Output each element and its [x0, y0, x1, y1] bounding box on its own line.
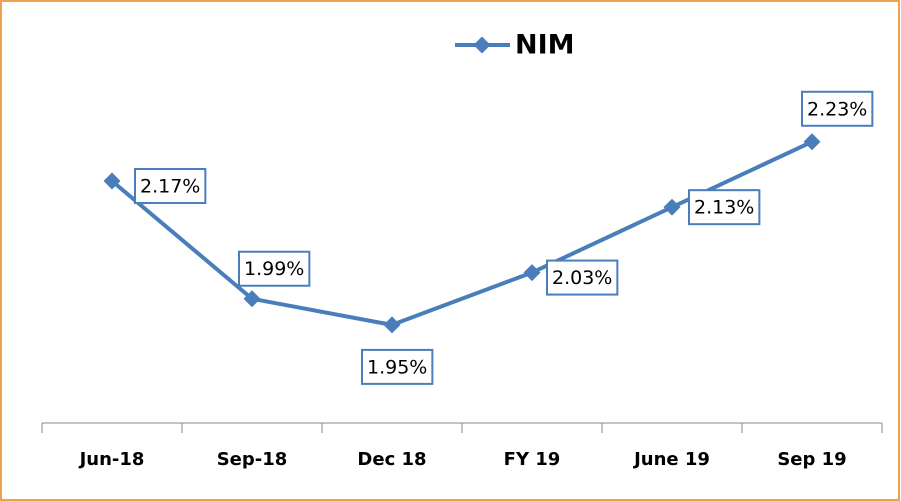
point-marker: [103, 172, 121, 190]
data-label-box: [134, 168, 207, 205]
data-label-box: [238, 250, 311, 287]
x-tick-label: Jun-18: [78, 449, 145, 470]
data-label-box: [688, 189, 761, 226]
data-label-text: 2.17%: [140, 176, 200, 198]
data-label: 1.99%: [238, 250, 311, 287]
data-label: 2.13%: [688, 189, 761, 226]
point-marker: [243, 290, 261, 308]
point-marker: [523, 264, 541, 282]
data-label: 2.03%: [546, 259, 619, 296]
legend-label: NIM: [515, 30, 575, 61]
point-marker: [803, 133, 821, 151]
data-label-box: [546, 259, 619, 296]
data-label-text: 2.03%: [552, 267, 612, 289]
data-label: 1.95%: [361, 348, 434, 385]
data-label-text: 2.23%: [807, 98, 867, 120]
x-tick-label: Sep 19: [777, 449, 846, 470]
data-label-box: [801, 90, 874, 127]
data-label-box: [361, 348, 434, 385]
data-label-text: 2.13%: [694, 197, 754, 219]
data-label-text: 1.99%: [244, 258, 304, 280]
point-marker: [663, 198, 681, 216]
data-label: 2.17%: [134, 168, 207, 205]
data-label-text: 1.95%: [367, 356, 427, 378]
x-tick-label: June 19: [632, 449, 710, 470]
x-tick-label: Dec 18: [357, 449, 426, 470]
x-tick-label: Sep-18: [217, 449, 288, 470]
x-tick-label: FY 19: [504, 449, 561, 470]
data-label: 2.23%: [801, 90, 874, 127]
point-marker: [383, 316, 401, 334]
